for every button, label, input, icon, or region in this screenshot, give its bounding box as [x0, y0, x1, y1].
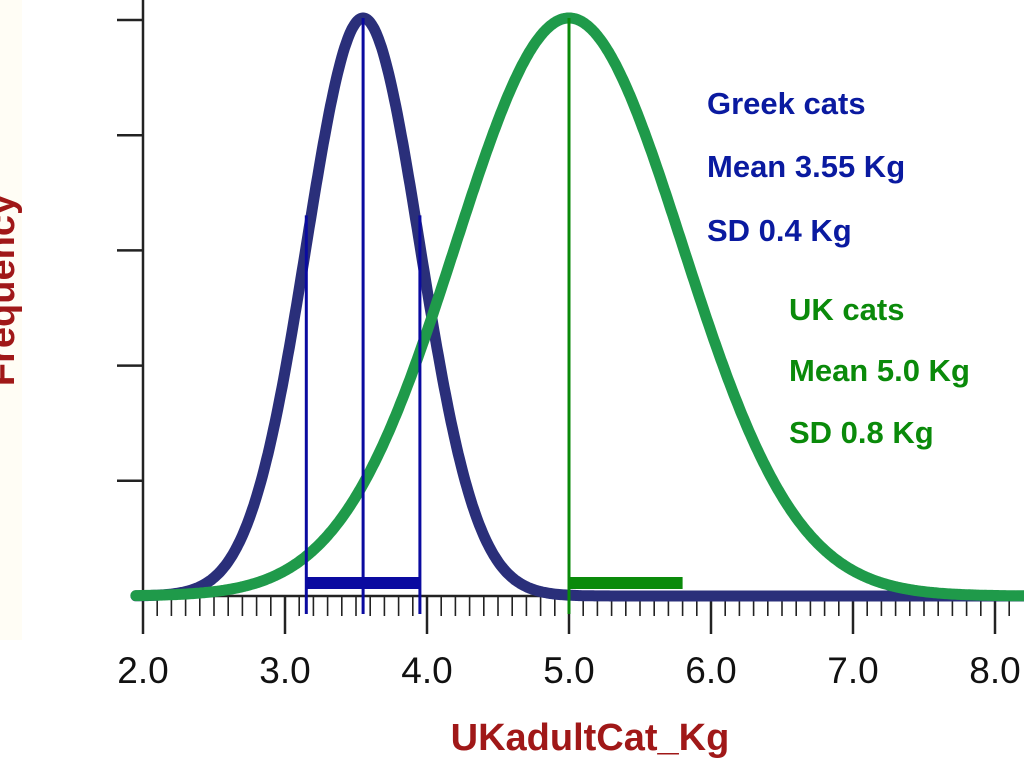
x-tick-label: 6.0 [685, 650, 736, 691]
uk-cats-label: UK cats [789, 292, 905, 327]
greek-cats-label: Greek cats [707, 86, 866, 121]
uk-sd-bar [569, 577, 683, 589]
mean-and-sd-marks [304, 18, 683, 614]
x-axis-title: UKadultCat_Kg [451, 717, 730, 759]
uk-cats-sd: SD 0.8 Kg [789, 415, 934, 450]
axes: 2.0 3.0 4.0 5.0 6.0 7.0 8.0 [117, 0, 1024, 691]
greek-cats-sd: SD 0.4 Kg [707, 213, 852, 248]
greek-cats-curve [130, 12, 1024, 602]
x-tick-label: 4.0 [401, 650, 452, 691]
x-tick-label: 2.0 [117, 650, 168, 691]
uk-cats-curve [130, 12, 1024, 602]
curves [130, 12, 1024, 602]
left-background-strip [0, 0, 22, 640]
greek-cats-mean: Mean 3.55 Kg [707, 149, 906, 184]
x-tick-label: 3.0 [259, 650, 310, 691]
uk-cats-mean: Mean 5.0 Kg [789, 353, 970, 388]
x-tick-label: 8.0 [969, 650, 1020, 691]
x-tick-label: 7.0 [827, 650, 878, 691]
greek-sd-bar [306, 577, 420, 589]
x-tick-label: 5.0 [543, 650, 594, 691]
y-axis-title: Frequency [0, 194, 23, 386]
